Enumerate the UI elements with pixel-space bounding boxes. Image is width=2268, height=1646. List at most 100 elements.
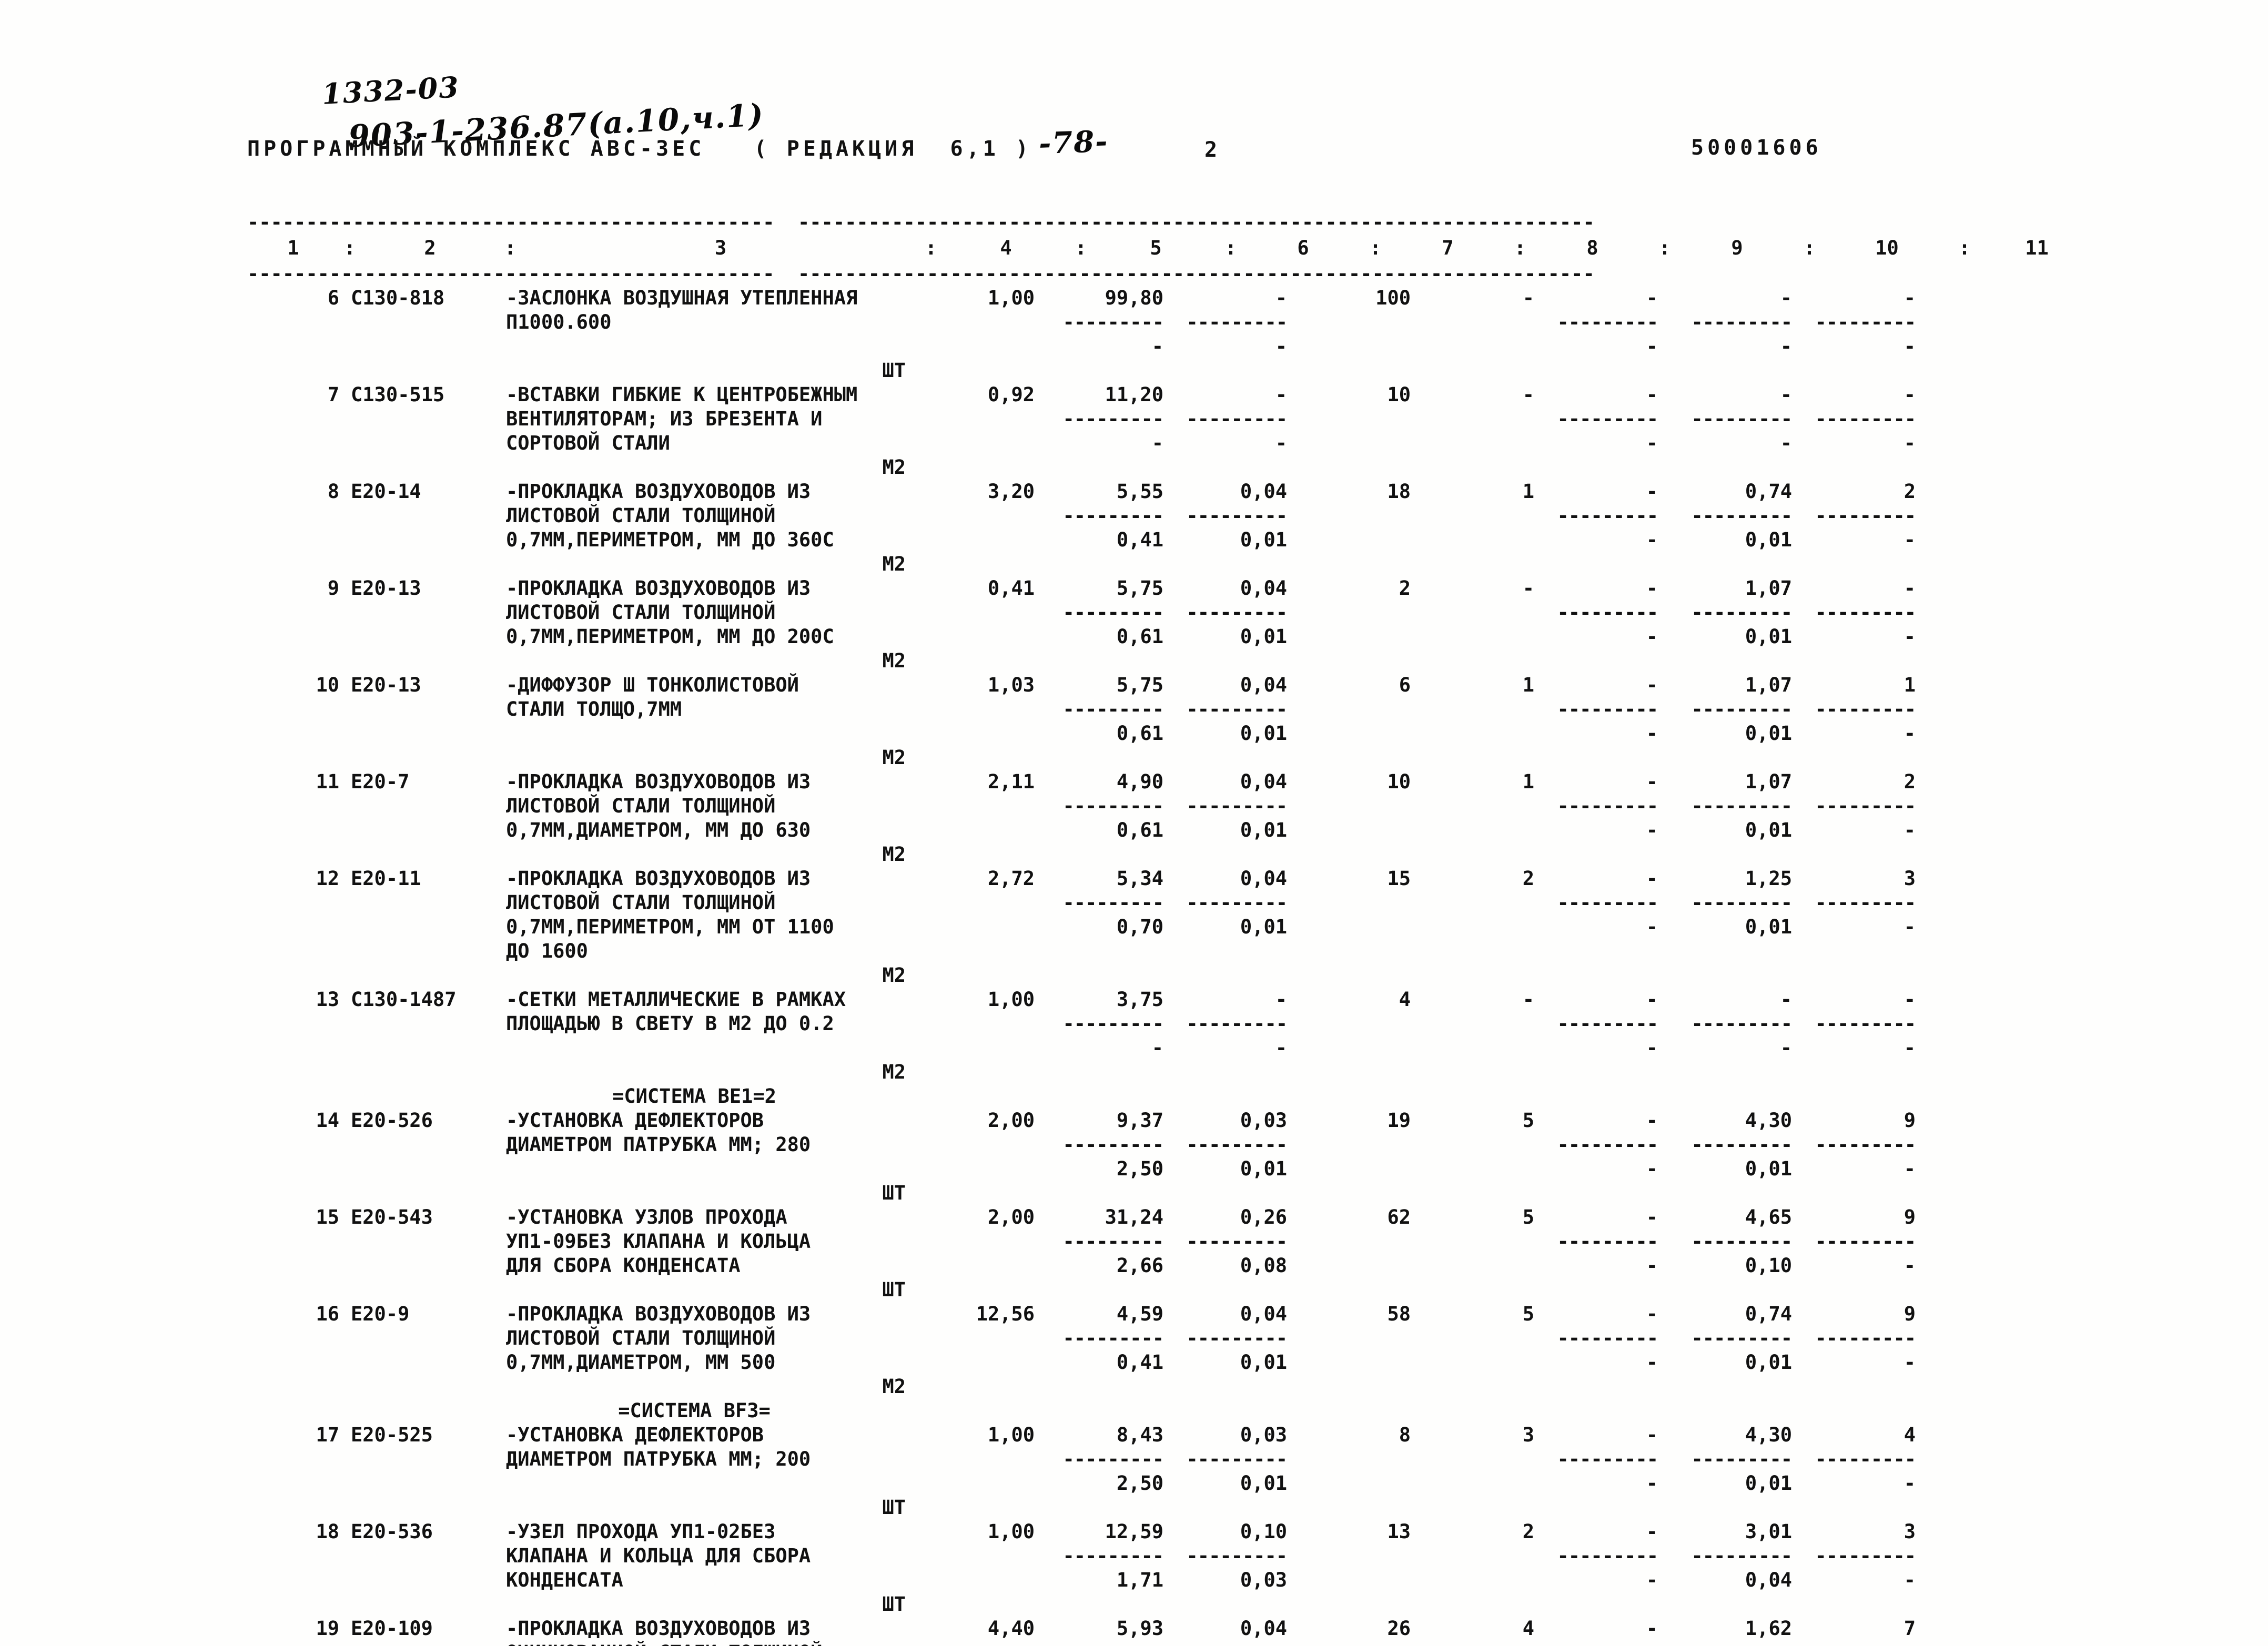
dash-rule-col9: --------- [1557,1133,1658,1156]
dash-rule-col10: --------- [1691,891,1793,914]
row-code: Е20-13 [351,577,421,600]
row-col6: 0,04 [1240,1617,1287,1640]
table-row: 13 С130-1487 -СЕТКИ МЕТАЛЛИЧЕСКИЕ В РАМКАХ… [247,988,2036,1084]
dash-rule-col6: --------- [1186,1545,1288,1567]
dash-rule-col9: --------- [1557,601,1658,624]
table-row: 14 Е20-526 -УСТАНОВКА ДЕФЛЕКТОРОВ 2,00 9,37 0… [247,1109,2036,1205]
column-header-8: 8 [1586,237,1598,259]
dash-rule-col10: --------- [1691,1012,1793,1035]
row-sub-col9: - [1646,625,1658,648]
dash-rule-col5: --------- [1062,1133,1164,1156]
table-row-sub-rule: КЛАПАНА И КОЛЬЦА ДЛЯ СБОРА --------- -----… [247,1544,2036,1568]
row-sub-col10: 0,04 [1745,1569,1792,1591]
row-col4-quantity: 1,00 [987,988,1035,1011]
row-unit-of-measure: М2 [882,1061,906,1083]
row-sub-col11: - [1904,529,1916,551]
row-col4-quantity: 2,11 [987,770,1035,793]
row-sub-col10: 0,01 [1745,529,1792,551]
row-description-line: ВЕНТИЛЯТОРАМ; ИЗ БРЕЗЕНТА И [506,408,823,430]
dash-rule-col6: --------- [1186,1012,1288,1035]
table-row-unit: М2 [247,1375,2036,1399]
row-col7-total: 19 [1387,1109,1411,1132]
row-col5-price: 8,43 [1116,1424,1163,1446]
row-sub-col5: 0,61 [1116,819,1163,841]
table-row-sub-rule: ЛИСТОВОЙ СТАЛИ ТОЛЩИНОЙ --------- --------… [247,794,2036,818]
dash-rule-col5: --------- [1062,1448,1164,1470]
row-code: Е20-109 [351,1617,433,1640]
row-unit-of-measure: М2 [882,843,906,866]
dash-rule-col11: --------- [1815,408,1916,430]
dash-rule-col10: --------- [1691,504,1793,527]
printed-page-number: 2 [1204,138,1221,162]
dash-rule-col6: --------- [1163,1641,1288,1646]
row-sub-col10: 0,10 [1745,1254,1792,1277]
row-description-line: -ПРОКЛАДКА ВОЗДУХОВОДОВ ИЗ [506,1303,811,1325]
row-code: Е20-13 [351,674,421,696]
row-col9: - [1646,577,1658,600]
dash-rule-col9: --------- [1557,795,1658,817]
dash-rule-col10: --------- [1691,311,1793,333]
dash-rule-col6: --------- [1186,601,1288,624]
row-description-line: ЛИСТОВОЙ СТАЛИ ТОЛЩИНОЙ [506,891,776,914]
table-row-unit: ШТ [247,359,2036,383]
row-number: 10 [316,674,339,696]
row-col6: 0,03 [1240,1109,1287,1132]
table-row-sub: 0,7ММ,ДИАМЕТРОМ, ММ ДО 630 0,61 0,01 - 0,01 - [247,818,2036,842]
column-separator: : [1958,237,1971,259]
table-row-unit: ШТ [247,1278,2036,1302]
system-divider-label: =СИСТЕМА ВЕ1=2 [612,1085,776,1108]
row-unit-of-measure: М2 [882,746,906,769]
dash-rule-col10: --------- [1658,1641,1793,1646]
row-sub-col11: - [1904,1569,1916,1591]
dash-rule-col10: --------- [1691,795,1793,817]
row-code: Е20-11 [351,867,421,890]
row-description-line: -УСТАНОВКА ДЕФЛЕКТОРОВ [506,1109,764,1132]
dash-rule-col11: --------- [1815,1230,1916,1253]
row-description-line: -УЗЕЛ ПРОХОДА УП1-02БЕЗ [506,1520,776,1543]
row-col11: 9 [1904,1303,1916,1325]
row-col5-price: 5,34 [1116,867,1163,890]
row-col4-quantity: 2,72 [987,867,1035,890]
table-row-unit: М2 [247,649,2036,673]
row-unit-of-measure: ШТ [882,359,906,382]
row-sub-col11: - [1904,1157,1916,1180]
row-col10: 0,74 [1745,480,1792,503]
row-col8: 1 [1522,480,1534,503]
row-description-line: 0,7ММ,ДИАМЕТРОМ, ММ ДО 630 [506,819,811,841]
row-col5-price: 11,20 [1105,383,1163,406]
row-number: 14 [316,1109,339,1132]
row-col7-total: 15 [1387,867,1411,890]
table-rule-bottom: ----------------------------------------… [247,262,1595,285]
table-row-main: 19 Е20-109 -ПРОКЛАДКА ВОЗДУХОВОДОВ ИЗ 4,40 5… [247,1617,2036,1641]
row-sub-col11: - [1904,1472,1916,1495]
handwritten-page-marker: -78- [1038,124,1109,161]
row-code: Е20-9 [351,1303,410,1325]
dash-rule-col9: --------- [1557,504,1658,527]
row-number: 19 [316,1617,339,1640]
dash-rule-col11: --------- [1815,795,1916,817]
table-row-sub-rule: П1000.600 --------- --------- --------- ----… [247,310,2036,334]
row-description-line: -ПРОКЛАДКА ВОЗДУХОВОДОВ ИЗ [506,1617,811,1640]
row-description-line: -СЕТКИ МЕТАЛЛИЧЕСКИЕ В РАМКАХ [506,988,846,1011]
row-sub-col6: 0,03 [1240,1569,1287,1591]
row-col4-quantity: 1,03 [987,674,1035,696]
dash-rule-col6: --------- [1186,795,1288,817]
table-rule-top: ----------------------------------------… [247,211,1595,233]
row-sub-col9: - [1646,916,1658,938]
row-sub-col6: - [1275,1037,1287,1059]
row-description-line: -УСТАНОВКА УЗЛОВ ПРОХОДА [506,1206,787,1228]
handwritten-code-line1: 1332-03 [321,70,461,111]
dash-rule-col5: --------- [1062,1012,1164,1035]
row-description-line: ПЛОЩАДЬЮ В СВЕТУ В М2 ДО 0.2 [506,1012,834,1035]
row-sub-col11: - [1904,722,1916,745]
row-col6: 0,04 [1240,674,1287,696]
dash-rule-col11: --------- [1815,1545,1916,1567]
row-col10: 3,01 [1745,1520,1792,1543]
program-title: ПРОГРАММНЫЙ КОМПЛЕКС АВС-ЗЕС ( РЕДАКЦИЯ … [247,137,1032,161]
dash-rule-col5: --------- [1062,504,1164,527]
row-description-line: -ВСТАВКИ ГИБКИЕ К ЦЕНТРОБЕЖНЫМ [506,383,858,406]
row-sub-col5: 2,66 [1116,1254,1163,1277]
row-description-line: КОНДЕНСАТА [506,1569,623,1591]
table-row-unit: ШТ [247,1592,2036,1617]
row-col8: 3 [1522,1424,1534,1446]
